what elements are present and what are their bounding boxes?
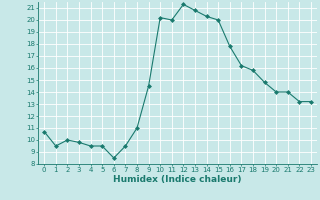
- X-axis label: Humidex (Indice chaleur): Humidex (Indice chaleur): [113, 175, 242, 184]
